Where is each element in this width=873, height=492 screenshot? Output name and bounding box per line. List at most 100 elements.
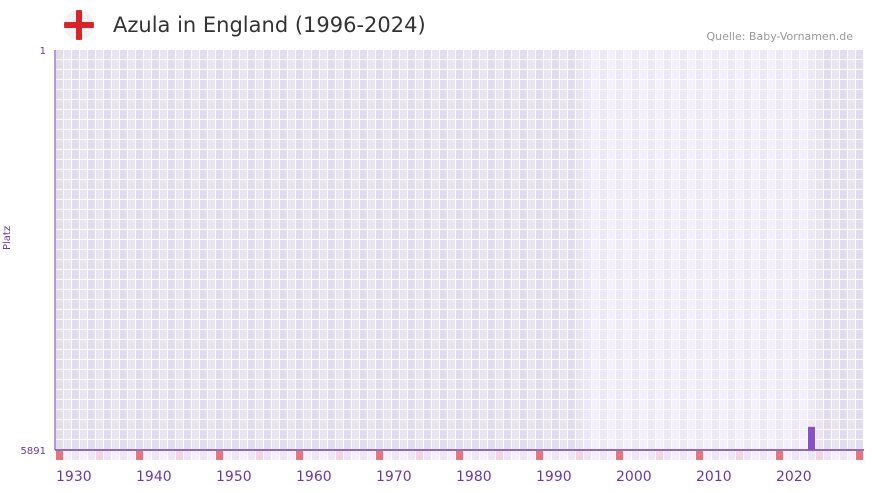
grid-cell xyxy=(840,250,847,259)
grid-cell xyxy=(176,190,183,199)
grid-cell xyxy=(144,150,151,159)
grid-cell xyxy=(288,360,295,369)
grid-cell xyxy=(784,400,791,409)
grid-cell xyxy=(712,360,719,369)
grid-cell xyxy=(272,80,279,89)
grid-cell xyxy=(632,190,639,199)
grid-cell xyxy=(608,320,615,329)
grid-cell xyxy=(328,220,335,229)
grid-cell xyxy=(128,100,135,109)
grid-cell xyxy=(192,350,199,359)
grid-cell xyxy=(232,240,239,249)
grid-cell xyxy=(712,200,719,209)
grid-cell xyxy=(576,290,583,299)
grid-cell xyxy=(560,390,567,399)
grid-cell xyxy=(600,150,607,159)
grid-cell xyxy=(488,250,495,259)
grid-cell xyxy=(688,250,695,259)
grid-cell xyxy=(600,340,607,349)
grid-cell xyxy=(480,50,487,59)
grid-cell xyxy=(696,410,703,419)
grid-cell xyxy=(304,370,311,379)
grid-cell xyxy=(792,280,799,289)
grid-cell xyxy=(144,270,151,279)
y-tick-label: 1 xyxy=(40,46,46,57)
grid-cell xyxy=(616,430,623,439)
grid-cell xyxy=(736,220,743,229)
grid-cell xyxy=(520,90,527,99)
grid-cell xyxy=(608,370,615,379)
grid-cell xyxy=(720,280,727,289)
grid-cell xyxy=(704,430,711,439)
grid-cell xyxy=(424,220,431,229)
grid-cell xyxy=(344,430,351,439)
grid-cell xyxy=(200,210,207,219)
grid-cell xyxy=(816,170,823,179)
grid-cell xyxy=(88,50,95,59)
grid-cell xyxy=(136,170,143,179)
grid-cell xyxy=(328,120,335,129)
grid-cell xyxy=(432,400,439,409)
year-marker xyxy=(808,451,815,460)
grid-cell xyxy=(168,420,175,429)
grid-cell xyxy=(176,360,183,369)
grid-cell xyxy=(720,350,727,359)
grid-cell xyxy=(248,80,255,89)
year-marker xyxy=(328,451,335,460)
grid-cell xyxy=(688,70,695,79)
grid-cell xyxy=(104,240,111,249)
grid-cell xyxy=(688,310,695,319)
grid-cell xyxy=(392,110,399,119)
grid-cell xyxy=(656,290,663,299)
grid-cell xyxy=(80,420,87,429)
grid-cell xyxy=(504,430,511,439)
grid-cell xyxy=(856,100,863,109)
grid-cell xyxy=(296,360,303,369)
grid-cell xyxy=(72,150,79,159)
grid-cell xyxy=(696,400,703,409)
grid-cell xyxy=(776,190,783,199)
grid-cell xyxy=(576,150,583,159)
grid-cell xyxy=(816,80,823,89)
grid-cell xyxy=(56,320,63,329)
grid-cell xyxy=(88,260,95,269)
grid-cell xyxy=(448,170,455,179)
grid-cell xyxy=(72,160,79,169)
grid-cell xyxy=(104,60,111,69)
grid-cell xyxy=(256,250,263,259)
grid-cell xyxy=(152,430,159,439)
grid-cell xyxy=(64,60,71,69)
grid-cell xyxy=(736,160,743,169)
grid-cell xyxy=(840,170,847,179)
grid-cell xyxy=(288,90,295,99)
grid-cell xyxy=(512,400,519,409)
grid-cell xyxy=(576,250,583,259)
grid-cell xyxy=(184,80,191,89)
grid-cell xyxy=(504,230,511,239)
grid-cell xyxy=(488,340,495,349)
grid-cell xyxy=(776,400,783,409)
grid-cell xyxy=(496,390,503,399)
x-tick-label: 2020 xyxy=(776,469,812,485)
grid-cell xyxy=(736,80,743,89)
grid-cell xyxy=(280,440,287,449)
grid-cell xyxy=(584,160,591,169)
grid-cell xyxy=(840,110,847,119)
grid-cell xyxy=(112,80,119,89)
grid-cell xyxy=(776,380,783,389)
grid-cell xyxy=(768,220,775,229)
grid-cell xyxy=(464,60,471,69)
grid-cell xyxy=(200,350,207,359)
grid-cell xyxy=(624,100,631,109)
grid-cell xyxy=(344,380,351,389)
grid-cell xyxy=(280,270,287,279)
grid-cell xyxy=(736,290,743,299)
grid-cell xyxy=(408,390,415,399)
grid-cell xyxy=(432,190,439,199)
grid-cell xyxy=(632,340,639,349)
grid-cell xyxy=(552,420,559,429)
grid-cell xyxy=(800,180,807,189)
grid-cell xyxy=(216,200,223,209)
grid-cell xyxy=(608,150,615,159)
grid-cell xyxy=(312,180,319,189)
